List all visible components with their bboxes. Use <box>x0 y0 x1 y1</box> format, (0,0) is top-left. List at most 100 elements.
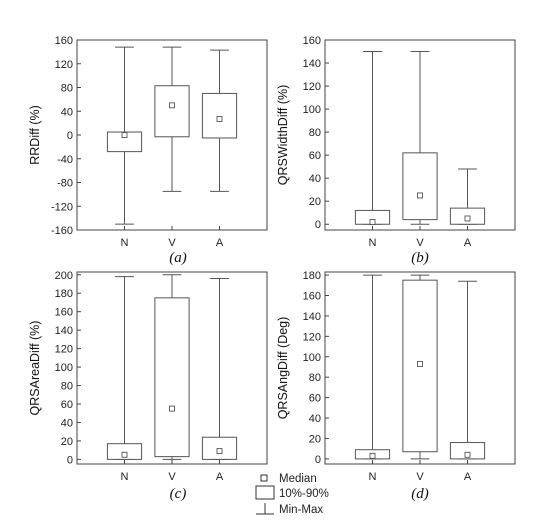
y-tick-label: 120 <box>55 344 73 356</box>
y-tick-label: 160 <box>55 35 73 47</box>
y-tick-label: 0 <box>315 454 321 466</box>
y-tick-label: 100 <box>55 362 73 374</box>
legend-minmax-label: Min-Max <box>279 504 323 516</box>
x-tick-label: A <box>216 471 224 483</box>
y-tick-label: 40 <box>309 413 321 425</box>
median-marker <box>121 451 128 458</box>
y-tick-label: 80 <box>61 381 73 393</box>
percentile-box <box>402 152 438 221</box>
y-tick-label: -80 <box>57 178 73 190</box>
panel-caption: (c) <box>170 486 187 502</box>
y-axis-label: QRSWidthDiff (%) <box>276 85 290 185</box>
y-tick-label: 60 <box>309 393 321 405</box>
x-tick-label: V <box>168 237 176 249</box>
y-tick-label: 80 <box>309 372 321 384</box>
y-tick-label: 200 <box>55 270 73 282</box>
y-tick-label: 60 <box>309 150 321 162</box>
panel-a: -160 -120 -80 -40 0 40 80 120 160 N V A RRDiff (%) (a… <box>28 35 268 266</box>
panel-d: 0 20 40 60 80 100 120 140 160 180 N V A QRSAngDiff (D… <box>276 270 516 502</box>
y-tick-label: 140 <box>55 325 73 337</box>
y-tick-label: 160 <box>303 35 321 47</box>
median-marker <box>417 192 423 199</box>
legend-range-label: 10%-90% <box>279 488 329 500</box>
box-N <box>354 51 391 225</box>
y-tick-label: 60 <box>61 399 73 411</box>
y-tick-label: 160 <box>303 290 321 302</box>
box-N <box>354 274 391 460</box>
legend: Median 10%-90% Min-Max <box>255 473 329 516</box>
y-tick-label: 140 <box>303 311 321 323</box>
y-tick-label: 160 <box>55 307 73 319</box>
legend-minmax-marker <box>256 503 274 515</box>
median-marker <box>464 451 471 458</box>
percentile-box <box>154 85 190 138</box>
box-A <box>449 280 486 460</box>
y-tick-label: 40 <box>309 173 321 185</box>
y-tick-label: 0 <box>315 219 321 231</box>
y-tick-label: 40 <box>61 106 73 118</box>
y-tick-label: 20 <box>309 433 321 445</box>
legend-median-label: Median <box>279 473 317 485</box>
y-tick-label: 120 <box>303 331 321 343</box>
median-marker <box>216 116 223 122</box>
panel-b: 0 20 40 60 80 100 120 140 160 N V A QRSWidthDiff (%)… <box>276 35 516 266</box>
y-tick-label: 0 <box>67 130 73 142</box>
y-axis-label: RRDiff (%) <box>28 105 42 165</box>
median-marker <box>369 218 376 225</box>
median-marker <box>169 405 175 412</box>
x-tick-label: A <box>464 237 472 249</box>
x-tick-label: N <box>369 237 377 249</box>
box-V <box>402 274 438 460</box>
panel-caption: (a) <box>169 250 187 266</box>
x-tick-label: V <box>416 471 424 483</box>
x-tick-label: A <box>216 237 224 249</box>
y-tick-label: 0 <box>67 454 73 466</box>
y-axis-label: QRSAngDiff (Deg) <box>276 317 290 420</box>
x-tick-label: V <box>168 471 176 483</box>
x-tick-label: N <box>121 471 129 483</box>
percentile-box <box>106 131 143 153</box>
percentile-box <box>201 92 238 139</box>
box-N <box>106 46 143 225</box>
y-tick-label: 80 <box>309 127 321 139</box>
y-tick-label: 100 <box>303 352 321 364</box>
median-marker <box>464 215 471 222</box>
y-tick-label: 180 <box>303 270 321 282</box>
median-marker <box>216 448 223 455</box>
box-V <box>402 51 438 225</box>
y-tick-label: 80 <box>61 83 73 95</box>
box-V <box>154 274 190 460</box>
box-V <box>154 46 190 192</box>
y-tick-label: 120 <box>303 81 321 93</box>
panel-caption: (b) <box>411 250 429 266</box>
median-marker <box>417 360 423 367</box>
percentile-box <box>106 443 143 460</box>
y-tick-label: 140 <box>303 58 321 70</box>
box-A <box>449 168 486 225</box>
x-tick-label: V <box>416 237 424 249</box>
percentile-box <box>154 297 190 458</box>
y-tick-label: 20 <box>61 436 73 448</box>
median-marker <box>369 452 376 459</box>
y-tick-label: 100 <box>303 104 321 116</box>
y-tick-label: -120 <box>51 201 73 213</box>
legend-median-marker <box>260 474 268 482</box>
x-tick-label: N <box>121 237 129 249</box>
panel-caption: (d) <box>411 486 429 502</box>
legend-box-marker <box>255 485 275 500</box>
box-A <box>201 277 238 460</box>
panel-c: 0 20 40 60 80 100 120 140 160 180 200 N V A QRSAreaDif… <box>28 270 268 502</box>
y-tick-label: -160 <box>51 225 73 237</box>
y-axis-label: QRSAreaDiff (%) <box>28 321 42 416</box>
x-tick-label: N <box>369 471 377 483</box>
y-tick-label: 20 <box>309 196 321 208</box>
percentile-box <box>449 442 486 460</box>
y-tick-label: 120 <box>55 59 73 71</box>
y-tick-label: 180 <box>55 288 73 300</box>
x-tick-label: A <box>464 471 472 483</box>
median-marker <box>169 102 175 109</box>
box-N <box>106 276 143 460</box>
y-tick-label: -40 <box>57 154 73 166</box>
y-tick-label: 40 <box>61 417 73 429</box>
